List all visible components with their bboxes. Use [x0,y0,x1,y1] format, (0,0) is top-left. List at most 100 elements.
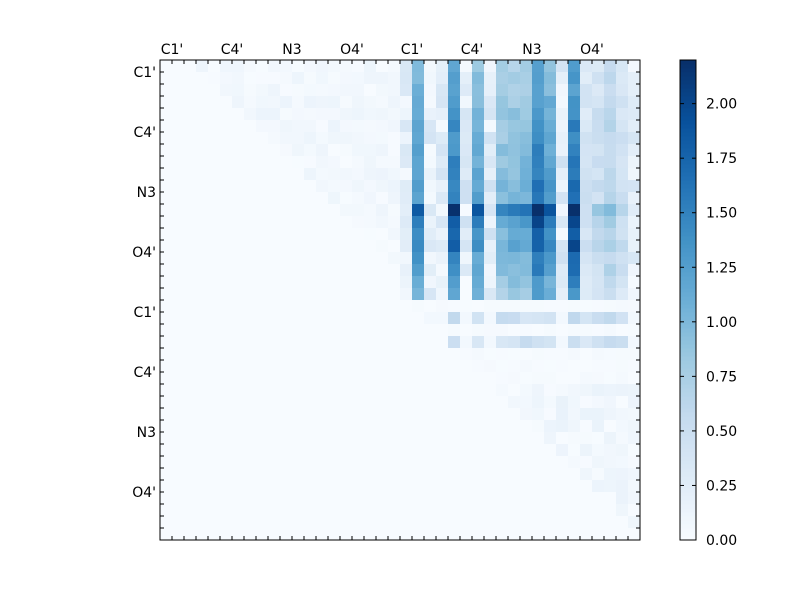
heatmap-cell [448,180,461,193]
heatmap-cell [628,480,641,493]
heatmap-cell [484,312,497,325]
heatmap-cell [352,372,365,385]
colorbar-segment [680,392,696,397]
heatmap-cell [340,252,353,265]
heatmap-cell [220,60,233,73]
heatmap-cell [532,156,545,169]
heatmap-cell [268,252,281,265]
heatmap-cell [364,120,377,133]
heatmap-cell [400,456,413,469]
colorbar-segment [680,156,696,161]
heatmap-cell [532,192,545,205]
heatmap-cell [208,468,221,481]
heatmap-cell [448,432,461,445]
heatmap-cell [484,132,497,145]
colorbar-segment [680,484,696,489]
heatmap-cell [556,456,569,469]
heatmap-cell [556,348,569,361]
heatmap-cell [316,264,329,277]
heatmap-cell [328,384,341,397]
heatmap-cell [376,132,389,145]
heatmap-cell [244,516,257,529]
heatmap-cell [508,276,521,289]
heatmap-cell [544,204,557,217]
heatmap-cell [352,276,365,289]
heatmap-cell [520,444,533,457]
heatmap-cell [160,528,173,541]
heatmap-cell [352,408,365,421]
colorbar-segment [680,124,696,129]
heatmap-cell [496,168,509,181]
heatmap-cell [364,468,377,481]
heatmap-cell [268,120,281,133]
heatmap-cell [532,120,545,133]
heatmap-cell [568,480,581,493]
heatmap-cell [280,336,293,349]
heatmap-cell [268,180,281,193]
heatmap-cell [244,204,257,217]
heatmap-cell [412,288,425,301]
heatmap-cell [244,348,257,361]
heatmap-cell [316,324,329,337]
heatmap-cell [532,228,545,241]
heatmap-cell [580,288,593,301]
heatmap-cell [460,144,473,157]
heatmap-cell [508,288,521,301]
heatmap-cell [268,96,281,109]
heatmap-cell [304,240,317,253]
heatmap-cell [400,312,413,325]
heatmap-cell [616,444,629,457]
heatmap-cell [220,432,233,445]
heatmap-cell [460,396,473,409]
heatmap-cell [172,276,185,289]
heatmap-cell [616,252,629,265]
heatmap-cell [388,264,401,277]
heatmap-cell [364,180,377,193]
heatmap-cell [580,384,593,397]
heatmap-cell [232,336,245,349]
heatmap-cell [580,132,593,145]
heatmap-cell [616,432,629,445]
heatmap-cell [328,96,341,109]
heatmap-cell [160,408,173,421]
heatmap-cell [472,108,485,121]
heatmap-cell [424,96,437,109]
colorbar-segment [680,108,696,113]
heatmap-cell [376,108,389,121]
heatmap-cell [388,372,401,385]
heatmap-cell [304,456,317,469]
heatmap-cell [628,264,641,277]
heatmap-cell [376,192,389,205]
heatmap-cell [196,216,209,229]
heatmap-cell [280,492,293,505]
colorbar-segment [680,284,696,289]
heatmap-cell [520,300,533,313]
heatmap-cell [208,156,221,169]
heatmap-cell [196,264,209,277]
heatmap-cell [592,252,605,265]
heatmap-cell [220,312,233,325]
heatmap-cell [256,372,269,385]
heatmap-cell [412,408,425,421]
heatmap-cell [292,504,305,517]
heatmap-cell [208,72,221,85]
heatmap-cell [400,204,413,217]
heatmap-cell [604,276,617,289]
heatmap-cell [544,84,557,97]
heatmap-cell [244,84,257,97]
heatmap-cell [388,168,401,181]
heatmap-cell [220,384,233,397]
heatmap-cell [496,240,509,253]
colorbar-segment [680,272,696,277]
heatmap-cell [568,528,581,541]
heatmap-cell [304,528,317,541]
heatmap-cell [628,96,641,109]
heatmap-cell [508,480,521,493]
heatmap-cell [484,492,497,505]
heatmap-cell [376,408,389,421]
heatmap-cell [220,72,233,85]
heatmap-cell [448,516,461,529]
heatmap-cell [232,492,245,505]
heatmap-cell [424,120,437,133]
heatmap-cell [472,300,485,313]
